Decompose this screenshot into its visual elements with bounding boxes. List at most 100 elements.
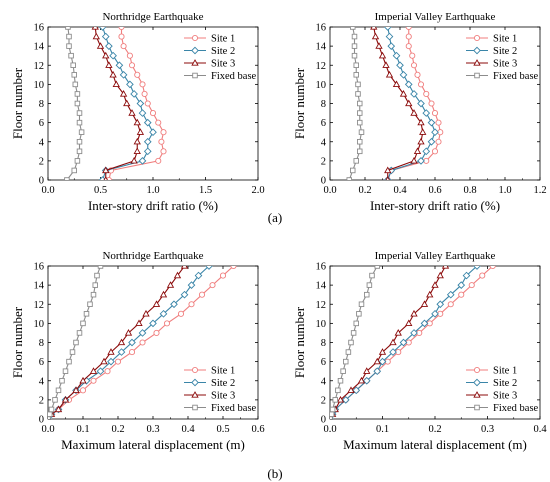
data-point <box>435 138 442 145</box>
data-point <box>107 357 115 366</box>
data-point <box>114 358 122 365</box>
y-tick-label: 8 <box>39 99 44 110</box>
data-point <box>68 52 74 59</box>
legend-marker <box>191 391 199 398</box>
series-line <box>330 266 446 419</box>
data-point <box>159 309 168 318</box>
y-tick-label: 4 <box>39 137 45 148</box>
data-point <box>355 91 361 97</box>
x-tick-label: 0.4 <box>533 424 547 435</box>
data-point <box>369 272 375 279</box>
y-tick-label: 12 <box>316 300 327 311</box>
chart-b2: Imperial Valley Earthquake 0.0 0.1 0.2 0.3 0.… <box>292 250 547 452</box>
data-point <box>353 158 360 164</box>
y-tick-label: 16 <box>34 23 45 34</box>
data-point <box>230 266 237 270</box>
data-point <box>74 100 81 107</box>
legend-entry: Fixed base <box>211 71 257 82</box>
data-point <box>351 52 358 59</box>
data-point <box>128 109 136 116</box>
data-point <box>118 27 125 31</box>
data-point <box>94 272 100 279</box>
data-point <box>69 349 76 355</box>
data-point <box>109 70 117 78</box>
data-point <box>209 282 216 289</box>
data-point <box>79 387 87 394</box>
legend-marker <box>192 404 198 411</box>
data-point <box>410 309 418 317</box>
x-axis-label: Inter-story drift ratio (%) <box>88 198 218 213</box>
data-point <box>170 300 178 309</box>
data-point <box>458 291 465 298</box>
y-axis-label: Floor number <box>10 67 25 139</box>
data-point <box>356 311 362 317</box>
data-point <box>382 61 390 68</box>
data-point <box>358 129 365 135</box>
data-point <box>180 290 189 299</box>
data-point <box>92 282 98 288</box>
y-tick-label: 14 <box>34 281 45 292</box>
data-point <box>410 156 418 164</box>
series-site-1 <box>384 27 444 180</box>
data-point <box>139 81 146 88</box>
data-point <box>133 147 141 154</box>
data-point <box>410 109 418 116</box>
data-point <box>112 80 120 88</box>
data-point <box>143 147 152 156</box>
data-point <box>431 309 439 318</box>
data-point <box>48 406 55 413</box>
data-point <box>345 349 352 355</box>
data-point <box>405 43 412 50</box>
data-point <box>128 62 136 69</box>
data-point <box>413 147 422 154</box>
y-tick-label: 12 <box>34 300 45 311</box>
data-point <box>104 368 111 375</box>
legend-entry: Site 1 <box>211 34 235 45</box>
x-tick-label: 0.4 <box>181 424 195 435</box>
data-point <box>180 266 189 269</box>
legend-marker <box>191 59 199 66</box>
data-point <box>396 61 404 70</box>
series-site-2 <box>383 27 439 180</box>
data-point <box>378 348 387 355</box>
y-tick-label: 10 <box>316 80 327 91</box>
series-site-2 <box>98 27 157 180</box>
data-point <box>343 358 349 365</box>
data-point <box>410 62 418 69</box>
legend-marker <box>191 46 199 55</box>
data-point <box>457 281 466 289</box>
data-point <box>83 311 90 317</box>
legend-entry: Site 3 <box>211 59 235 70</box>
data-point <box>431 148 439 155</box>
data-point <box>473 266 481 270</box>
data-point <box>414 71 421 78</box>
y-tick-label: 4 <box>39 376 45 387</box>
y-tick-label: 6 <box>321 357 326 368</box>
data-point <box>417 157 425 165</box>
data-point <box>462 271 471 280</box>
x-axis-label: Inter-story drift ratio (%) <box>370 198 500 213</box>
data-point <box>105 42 113 50</box>
data-point <box>399 90 408 97</box>
data-point <box>54 405 63 413</box>
series-site-3 <box>370 27 427 180</box>
x-tick-label: 0.3 <box>481 424 494 435</box>
series-fixed-base <box>48 266 104 419</box>
series-fixed-base <box>330 266 381 419</box>
x-tick-label: 0.6 <box>428 185 441 196</box>
series-line <box>108 27 165 180</box>
data-point <box>149 110 157 117</box>
data-point <box>420 319 429 328</box>
data-point <box>159 290 168 298</box>
label-a: (a) <box>268 210 282 225</box>
data-point <box>139 339 146 346</box>
data-point <box>198 291 206 298</box>
data-point <box>118 33 125 40</box>
data-point <box>120 43 127 50</box>
x-axis-label: Maximum lateral displacement (m) <box>343 437 527 452</box>
x-tick-label: 0.2 <box>111 424 124 435</box>
data-point <box>351 43 358 49</box>
x-tick-label: 1.5 <box>199 185 212 196</box>
x-axis-label: Maximum lateral displacement (m) <box>61 437 245 452</box>
